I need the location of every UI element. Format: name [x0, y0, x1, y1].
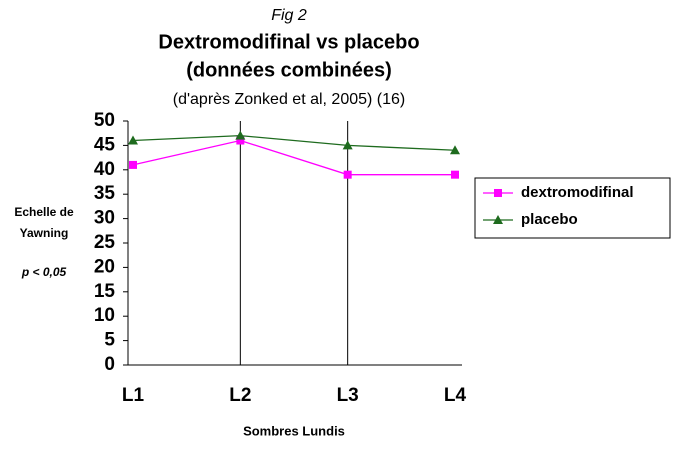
- data-point: [129, 160, 137, 169]
- x-tick-label: L2: [229, 385, 251, 406]
- data-point: [236, 136, 245, 145]
- y-tick-label: 10: [94, 305, 115, 326]
- y-tick-label: 35: [94, 183, 116, 204]
- y-tick-label: 30: [94, 208, 115, 229]
- x-tick-label: L3: [337, 385, 359, 406]
- y-axis-label: Yawning: [20, 226, 69, 240]
- y-tick-label: 45: [94, 134, 116, 155]
- annotation: p < 0,05: [21, 265, 67, 279]
- chart-note: (d'après Zonked et al, 2005) (16): [173, 91, 406, 108]
- figure-label: Fig 2: [271, 7, 307, 24]
- x-tick-label: L1: [122, 385, 145, 406]
- data-point: [450, 145, 460, 155]
- data-point: [128, 135, 138, 145]
- legend-label: dextromodifinal: [521, 184, 634, 201]
- legend-label: placebo: [521, 211, 578, 228]
- y-tick-label: 40: [94, 159, 115, 180]
- data-point: [343, 170, 352, 179]
- x-tick-label: L4: [444, 385, 467, 406]
- data-point: [235, 130, 246, 140]
- series-line: [132, 139, 455, 176]
- legend-marker: [493, 215, 503, 224]
- y-axis-label: Echelle de: [14, 205, 74, 219]
- chart-subtitle: (données combinées): [186, 59, 392, 81]
- series-line: [132, 134, 456, 151]
- y-tick-label: 15: [94, 281, 116, 302]
- data-point: [451, 170, 459, 179]
- chart-title: Dextromodifinal vs placebo: [158, 31, 419, 53]
- y-tick-label: 5: [104, 330, 115, 351]
- y-tick-label: 25: [94, 232, 116, 253]
- y-tick-label: 0: [104, 354, 115, 375]
- legend-box: [474, 177, 671, 239]
- data-point: [342, 140, 353, 150]
- legend-marker: [494, 189, 502, 197]
- y-tick-label: 50: [94, 110, 115, 131]
- x-axis-label: Sombres Lundis: [243, 423, 345, 438]
- y-tick-label: 20: [94, 256, 115, 277]
